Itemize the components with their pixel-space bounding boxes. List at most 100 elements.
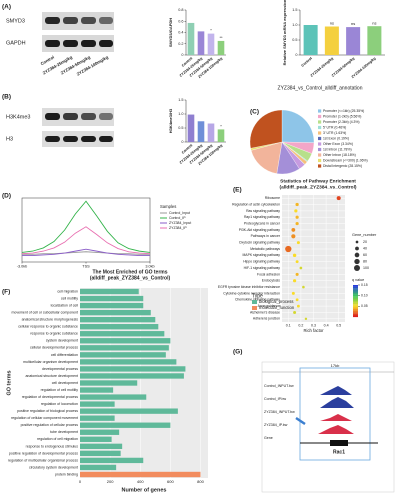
y-tick-label: 1.0 [178,112,183,116]
panel-label: (E) [233,187,242,194]
band-label: SMYD3 [6,18,25,24]
legend-swatch [318,131,322,135]
y-tick-label: Alzheimer's disease [250,310,280,314]
bar [80,422,171,428]
legend-label: 20 [363,240,367,244]
chart-title: Statistics of Pathway Enrichment [280,178,356,184]
y-tick-label: 0 [181,140,183,144]
y-tick-label: EGFR tyrosine kinase inhibitor resistanc… [218,285,280,289]
line [21,226,151,255]
dot [285,245,292,253]
panel-label: (F) [2,289,10,296]
legend-label: Other Intron (18.18%) [323,153,356,157]
y-tick-label: 0.2 [178,42,183,46]
legend-label: 5' UTR (0.46%) [323,125,346,129]
y-tick-label: positive regulation of developmental pro… [9,451,78,455]
bar [187,114,195,142]
y-tick-label: MAPK signaling pathway [242,253,280,257]
dot [291,234,296,239]
bar [80,309,151,316]
y-tick-label: PI3K-Akt signaling pathway [239,228,281,232]
bar [367,26,382,55]
legend-swatch [318,109,322,113]
legend-dot [355,246,359,251]
x-tick-label: Control [181,56,193,67]
dot [295,260,299,264]
legend-swatch [318,158,322,163]
colorbar-cell [353,313,358,316]
legend-label: 0.05 [361,304,368,308]
colorbar-cell [353,301,358,303]
y-tick-label: system development [46,339,78,343]
y-tick-label: 1.5 [292,8,297,12]
bar [80,401,115,407]
bar [80,443,123,450]
blot-bands [45,17,113,47]
colorbar-cell [353,310,358,313]
legend-swatch [252,300,257,304]
legend-swatch [318,120,322,124]
legend-swatch [318,125,322,130]
y-tick-label: Adherens junction [253,317,280,321]
dot [295,272,299,276]
bar [80,316,156,323]
pie-title: ZYZ384_vs_Control_alldiff_annotation [278,85,363,91]
dot [304,317,308,321]
panel-label: (B) [2,94,11,101]
dot [291,228,296,232]
y-tick-label: response to endogenous stimulus [26,444,79,448]
colorbar-cell [353,315,358,318]
y-tick-label: regulation of cellular component movemen… [11,416,78,420]
bar [80,408,178,414]
y-tick-label: cellular response to organic substance [18,325,78,329]
legend-label: 60 [363,253,367,257]
colorbar-cell [353,302,358,305]
bar [197,31,205,55]
legend-label: 0.15 [361,283,368,287]
legend-label: Distal Intergenic (28.15%) [323,164,362,168]
dot [302,285,305,289]
track-label: Gene [264,436,273,440]
bar [80,436,112,442]
y-tick-label: HIF-1 signaling pathway [244,266,281,270]
colorbar-cell [353,312,358,314]
legend-dot [354,252,360,258]
dot [336,196,341,201]
colorbar-cell [353,296,358,298]
y-tick-label: 1.0 [292,23,297,27]
y-tick-label: Metabolic pathways [250,247,280,251]
y-tick-label: movement of cell or subcellular componen… [11,311,78,315]
bar [80,415,115,421]
significance: * [210,28,212,33]
colorbar-cell [353,309,358,311]
legend-label: Other Exon (3.34%) [323,142,353,146]
bar [187,22,195,55]
legend-swatch [318,147,322,152]
band-label: GAPDH [6,40,26,46]
significance: * [220,123,222,128]
legend-label: Promoter (2-3kb) (4.3%) [323,120,360,124]
bar [80,338,171,344]
bar [80,450,121,457]
y-tick-label: 0.5 [178,126,183,130]
legend-dot [355,240,359,244]
line [21,200,151,253]
lane-label: ZYZ384-100mg/kg [76,54,110,76]
colorbar-cell [353,288,358,290]
band-label: H3 [6,136,13,142]
x-tick-label: 200 [107,479,114,484]
y-axis-label: SMYD3/GAPDH [168,18,173,47]
y-axis-label: H3K4me3/H3 [168,108,173,133]
y-tick-label: localization of cell [51,304,79,308]
bar [207,33,215,55]
legend-label: 100 [363,266,369,270]
y-tick-label: Regulation of actin cytoskeleton [232,202,280,206]
dot [293,310,297,314]
legend-label: 1st Exon (0.19%) [323,136,349,140]
x-tick-label: 0 [79,479,82,484]
bar [80,471,201,478]
colorbar-cell [353,305,358,308]
x-axis-label: Rich factor [303,328,324,333]
genome-browser [261,361,395,493]
